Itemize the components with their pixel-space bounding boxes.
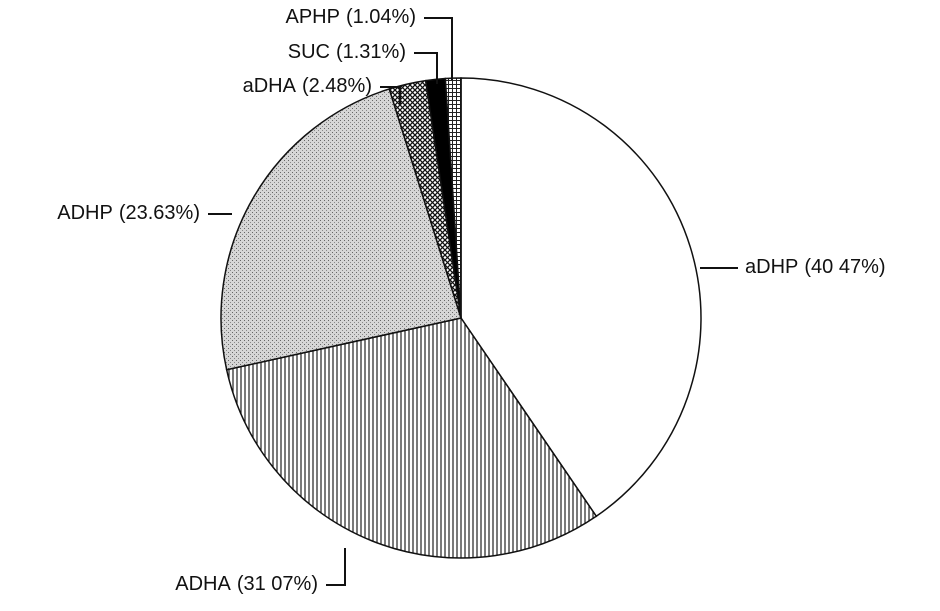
leader-line <box>326 548 346 586</box>
slice-label: ADHA (31 07%) <box>175 573 318 595</box>
pie-slice <box>460 77 702 518</box>
value-label: (31 07%) <box>237 573 318 595</box>
pie-slice <box>220 88 462 371</box>
category-label: ADHP <box>57 202 113 224</box>
slice-label: aDHP (40 47%) <box>745 256 886 278</box>
category-label: SUC <box>288 41 330 63</box>
category-label: ADHA <box>175 573 231 595</box>
leader-line <box>380 86 401 104</box>
category-label: aDHA <box>243 75 297 97</box>
leader-line <box>424 17 453 80</box>
leader-line <box>414 52 438 84</box>
slice-label: aDHA (2.48%) <box>243 75 372 97</box>
slice-label: SUC (1.31%) <box>288 41 406 63</box>
value-label: (40 47%) <box>804 256 885 278</box>
value-label: (23.63%) <box>119 202 200 224</box>
slice-label: ADHP (23.63%) <box>57 202 200 224</box>
category-label: aDHP <box>745 256 798 278</box>
value-label: (2.48%) <box>302 75 372 97</box>
value-label: (1.04%) <box>346 6 416 28</box>
pie-slice <box>444 77 462 319</box>
pie-slice <box>225 317 598 559</box>
value-label: (1.31%) <box>336 41 406 63</box>
slice-label: APHP (1.04%) <box>286 6 417 28</box>
category-label: APHP <box>286 6 340 28</box>
